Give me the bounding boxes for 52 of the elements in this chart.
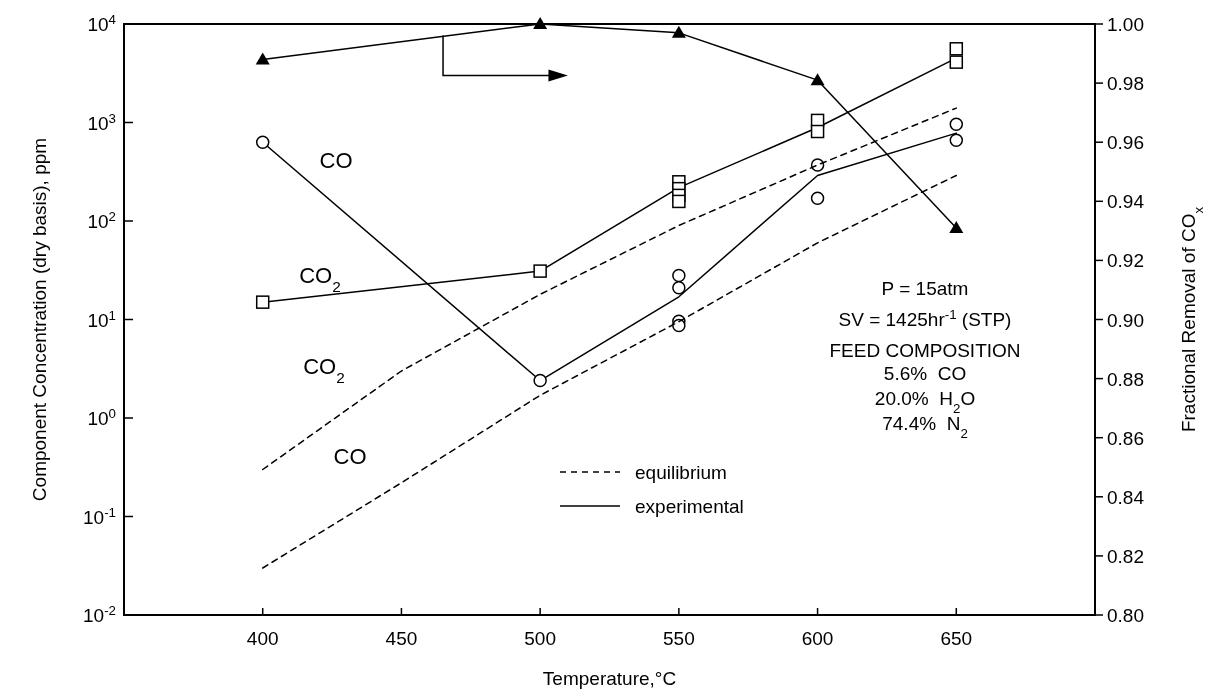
x-axis-title: Temperature,°C xyxy=(542,668,677,689)
y2-tick-label: 1.00 xyxy=(1107,14,1144,35)
x-tick-label: 650 xyxy=(940,628,973,649)
x-tick-label: 550 xyxy=(663,628,695,649)
y2-tick-label: 0.98 xyxy=(1107,73,1144,95)
point xyxy=(672,318,686,333)
point xyxy=(255,135,270,150)
annotation: CO$_{2}$ xyxy=(299,263,341,295)
y2-tick-label: 0.94 xyxy=(1107,191,1145,213)
annotation: 5.6% CO xyxy=(883,363,967,384)
annotation: CO$_{2}$ xyxy=(303,354,345,386)
x-tick-label: 400 xyxy=(246,628,279,649)
annotation: SV = 1425hr$^{-1}$ (STP) xyxy=(838,306,1012,330)
point xyxy=(533,264,547,278)
x-tick-label: 600 xyxy=(801,628,834,649)
y2-tick-label: 0.92 xyxy=(1107,250,1144,272)
annotation: 20.0% H$_{2}$O xyxy=(874,388,976,416)
y-tick-label: 10$^{4}$ xyxy=(87,11,116,35)
y-tick-label: 10$^{-2}$ xyxy=(83,602,116,626)
y-tick-label: 10$^{0}$ xyxy=(87,405,116,429)
y2-tick-label: 0.86 xyxy=(1107,427,1144,449)
y-tick-label: 10$^{1}$ xyxy=(87,307,116,331)
point xyxy=(949,133,964,148)
point xyxy=(672,268,686,283)
annotation: CO xyxy=(319,148,353,173)
point xyxy=(810,124,825,139)
y2-tick-label: 0.80 xyxy=(1107,605,1144,626)
legend-label: equilibrium xyxy=(635,462,727,483)
y-tick-label: 10$^{2}$ xyxy=(87,208,116,232)
y2-tick-label: 0.82 xyxy=(1107,545,1144,567)
y-tick-label: 10$^{3}$ xyxy=(87,110,116,134)
point xyxy=(672,194,686,209)
legend-label: experimental xyxy=(635,496,744,517)
annotation: 74.4% N$_{2}$ xyxy=(882,413,968,441)
point xyxy=(810,191,825,206)
point xyxy=(255,295,270,309)
point xyxy=(949,42,964,56)
point xyxy=(949,117,964,131)
point xyxy=(533,373,547,388)
point xyxy=(672,281,686,295)
x-tick-label: 450 xyxy=(385,628,418,649)
y2-tick-label: 0.96 xyxy=(1107,132,1144,154)
y2-tick-label: 0.88 xyxy=(1107,368,1144,390)
y2-tick-label: 0.84 xyxy=(1107,486,1145,508)
point xyxy=(949,55,964,69)
y-axis-title: Component Concentration (dry basis), ppm xyxy=(29,137,50,502)
annotation: FEED COMPOSITION xyxy=(829,340,1021,361)
annotation: CO xyxy=(333,444,367,469)
x-tick-label: 500 xyxy=(524,628,556,649)
y2-tick-label: 0.90 xyxy=(1107,309,1144,331)
y-tick-label: 10$^{-1}$ xyxy=(83,504,116,528)
annotation: P = 15atm xyxy=(881,278,969,299)
